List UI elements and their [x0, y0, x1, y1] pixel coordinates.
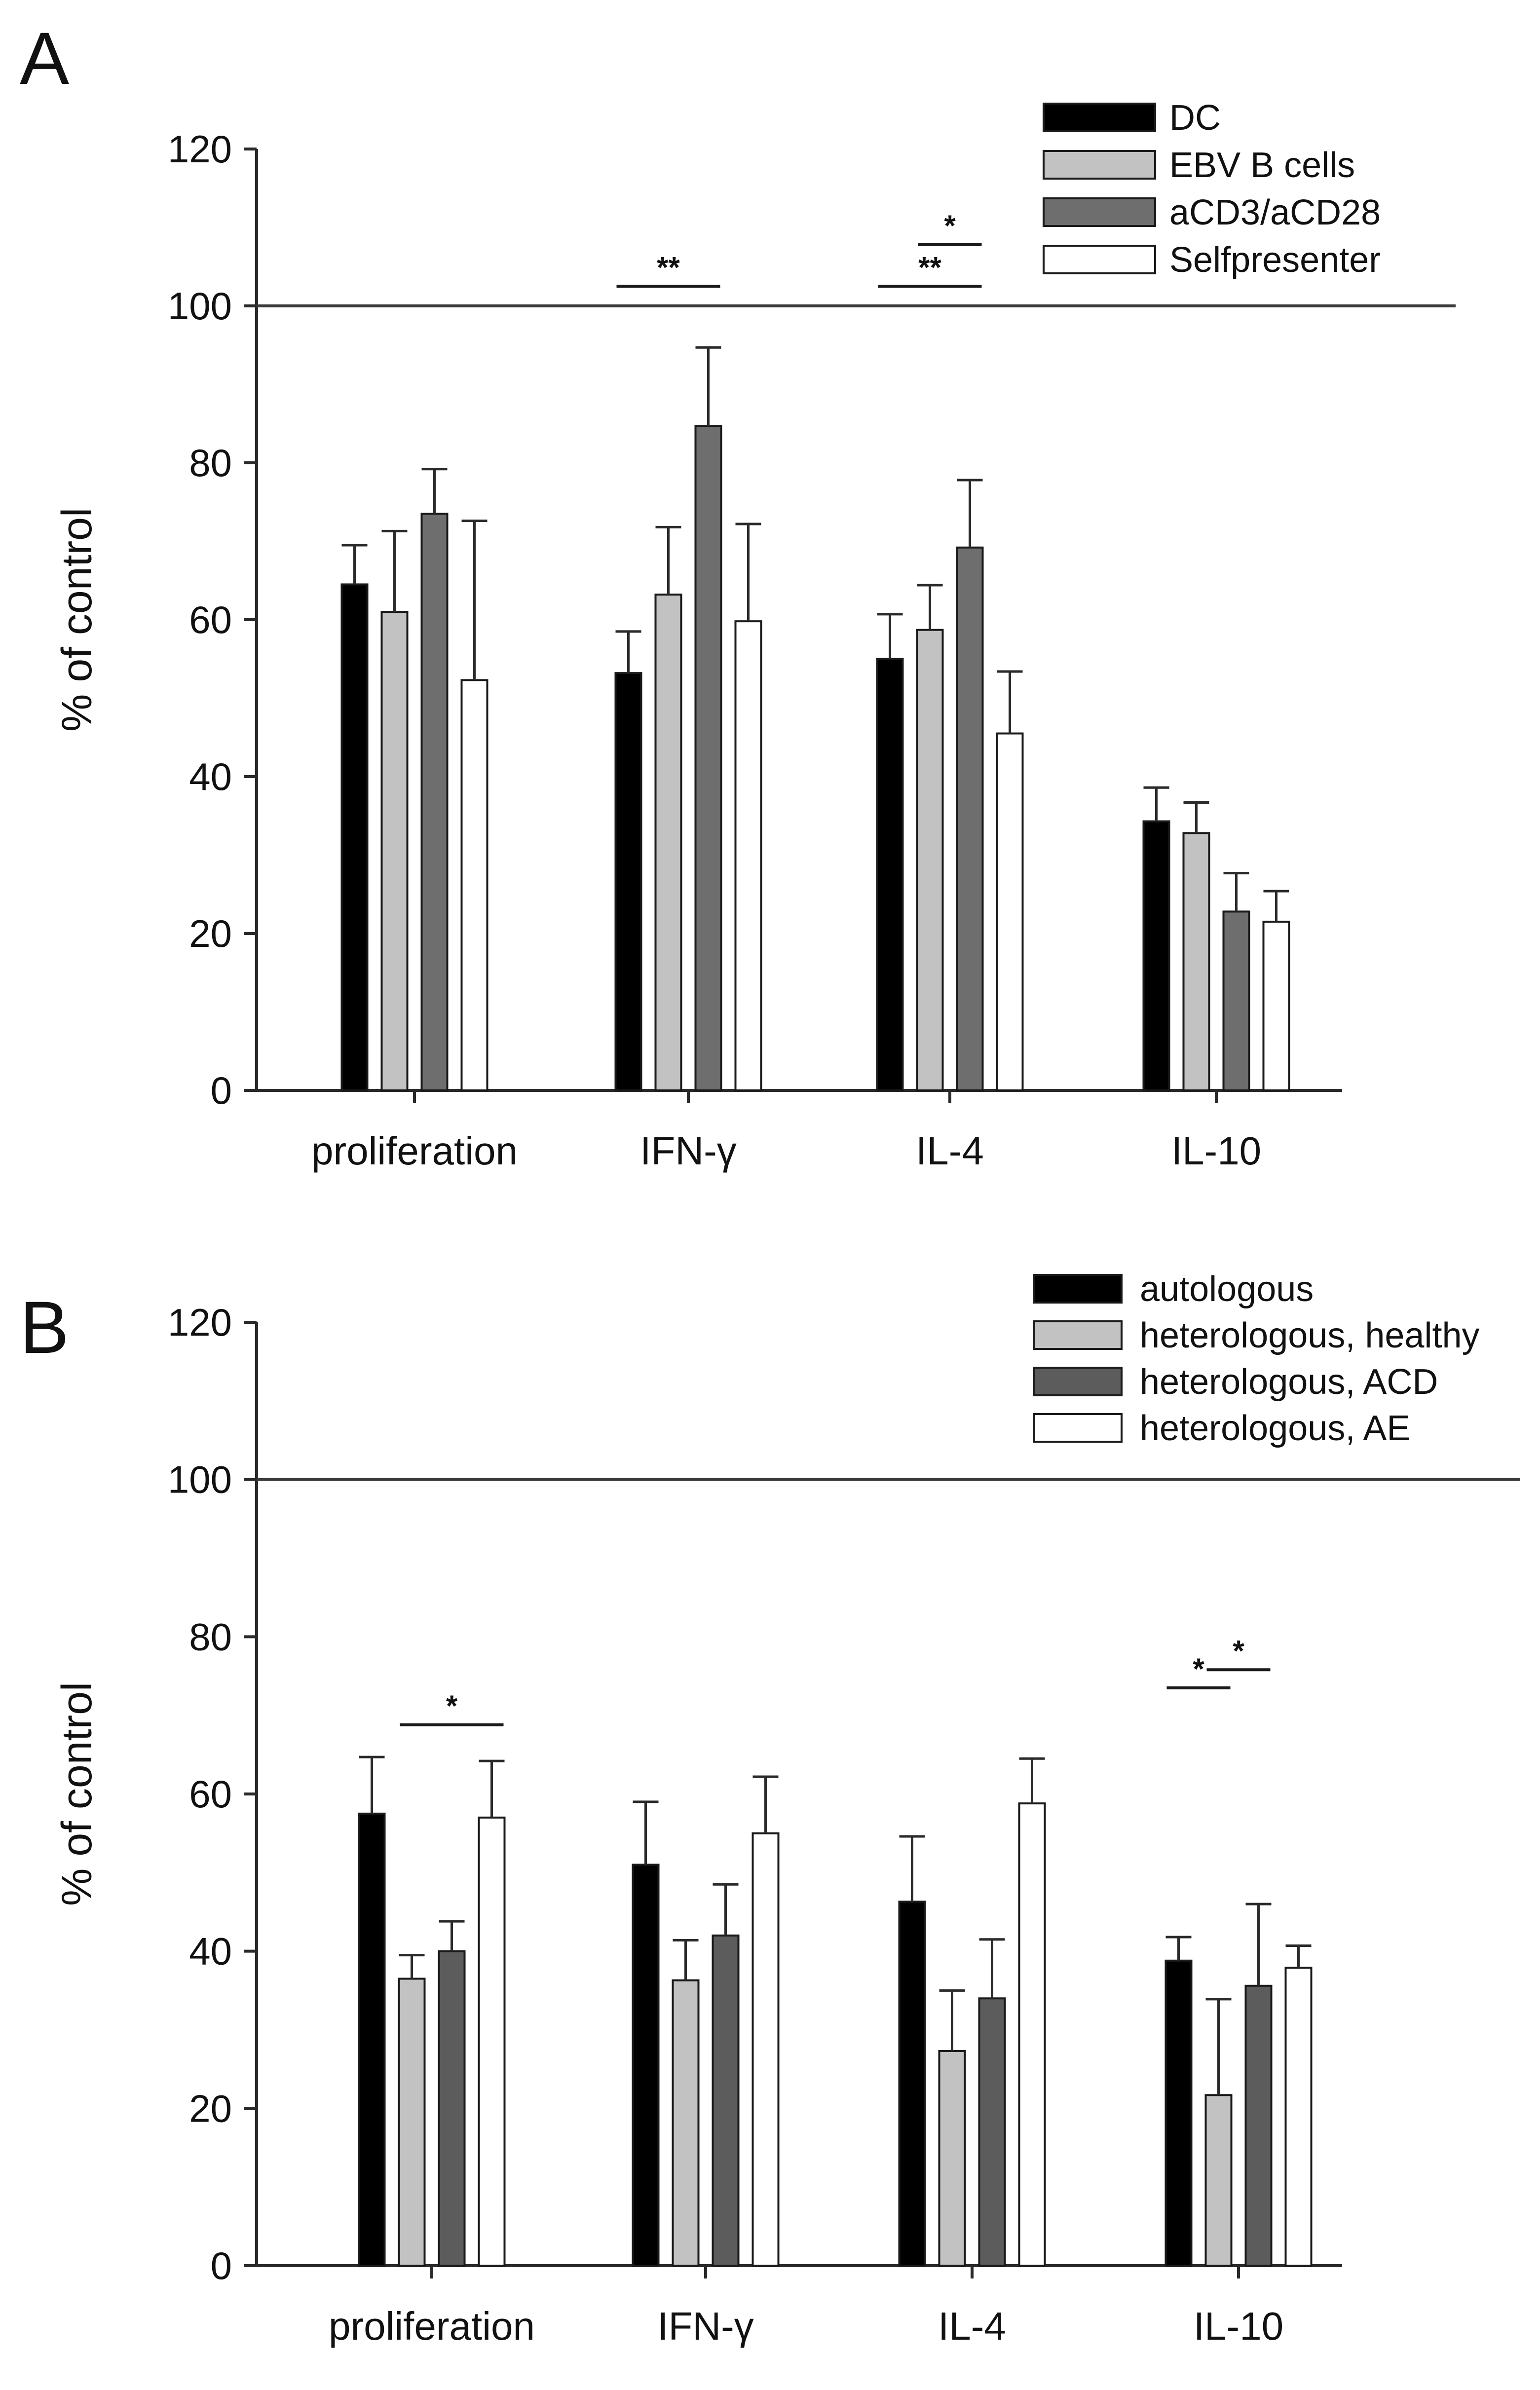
x-tick-label: IFN-γ [657, 2304, 754, 2348]
legend: DC EBV B cells aCD3/aCD28 Selfpresenter [1043, 98, 1381, 280]
legend-swatch [1043, 150, 1156, 180]
bar [614, 672, 642, 1091]
y-tick-label: 120 [168, 127, 232, 171]
significance-marker: * [1233, 1634, 1244, 1667]
y-tick-label: 0 [211, 1069, 232, 1112]
x-tick-label: proliferation [311, 1129, 518, 1173]
bar [1284, 1967, 1313, 2267]
legend-swatch [1043, 245, 1156, 274]
bar [734, 620, 762, 1092]
bar [672, 1979, 700, 2267]
legend-swatch [1043, 103, 1156, 132]
bar [694, 425, 722, 1091]
legend-label: DC [1169, 98, 1221, 138]
y-tick-label: 0 [211, 2244, 232, 2287]
legend-label: heterologous, ACD [1140, 1362, 1438, 1402]
legend-label: autologous [1140, 1270, 1314, 1309]
bar [358, 1812, 386, 2267]
y-tick-label: 100 [168, 284, 232, 328]
y-tick-label: 80 [189, 1615, 232, 1658]
significance-marker: ** [657, 251, 680, 284]
x-tick-label: IFN-γ [640, 1129, 737, 1173]
bar [876, 658, 904, 1091]
bar [938, 2050, 966, 2267]
y-tick-label: 40 [189, 1930, 232, 1973]
bar [712, 1934, 740, 2267]
bar [420, 513, 449, 1091]
bar [654, 594, 682, 1091]
legend-swatch [1033, 1367, 1123, 1396]
bar [438, 1950, 466, 2267]
legend-label: EBV B cells [1169, 146, 1355, 185]
x-tick-label: IL-4 [916, 1129, 984, 1173]
y-tick-label: 60 [189, 598, 232, 641]
bar [1222, 910, 1250, 1091]
bar [632, 1864, 660, 2267]
bar [898, 1901, 926, 2267]
panel-letter: A [20, 17, 69, 100]
y-tick-label: 120 [168, 1301, 232, 1344]
bar [751, 1832, 780, 2267]
panel-letter: B [20, 1286, 69, 1369]
bar [340, 583, 369, 1091]
legend-label: heterologous, AE [1140, 1409, 1410, 1448]
x-tick-label: proliferation [329, 2304, 535, 2348]
significance-marker: ** [918, 251, 941, 284]
legend-label: aCD3/aCD28 [1169, 193, 1381, 232]
x-tick-label: IL-10 [1171, 1129, 1261, 1173]
bar [956, 546, 984, 1091]
x-tick-label: IL-10 [1194, 2304, 1283, 2348]
significance-marker: * [944, 209, 956, 242]
y-axis-label: % of control [53, 1682, 101, 1906]
bar [978, 1997, 1006, 2267]
bar [478, 1816, 506, 2267]
y-axis-label: % of control [53, 508, 101, 732]
legend-label: heterologous, healthy [1140, 1316, 1480, 1355]
bar [1204, 2094, 1233, 2267]
bar [460, 679, 488, 1092]
legend-swatch [1043, 197, 1156, 227]
significance-marker: * [446, 1689, 458, 1722]
y-tick-label: 100 [168, 1458, 232, 1501]
legend-swatch [1033, 1274, 1123, 1304]
legend-swatch [1033, 1413, 1123, 1443]
legend-swatch [1033, 1320, 1123, 1350]
panel-a: A 0 20 40 60 80 100 120 % of control proliferatio… [20, 17, 1456, 1173]
y-tick-label: 40 [189, 755, 232, 798]
x-tick-label: IL-4 [938, 2304, 1006, 2348]
y-tick-label: 60 [189, 1772, 232, 1816]
legend: autologous heterologous, healthy heterolog… [1033, 1270, 1480, 1448]
bar [1018, 1802, 1046, 2267]
y-tick-label: 20 [189, 912, 232, 955]
bar [398, 1978, 426, 2267]
bar [996, 732, 1024, 1092]
bar [1244, 1984, 1273, 2267]
bar [380, 611, 409, 1091]
bar [1164, 1959, 1193, 2267]
y-tick-label: 80 [189, 441, 232, 485]
bar [1262, 921, 1290, 1092]
bar [1142, 820, 1170, 1091]
significance-marker: * [1193, 1652, 1204, 1685]
bar [1182, 832, 1210, 1091]
y-tick-label: 20 [189, 2087, 232, 2130]
legend-label: Selfpresenter [1169, 240, 1381, 280]
panel-b: B 0 20 40 60 80 100 120 % of control proliferatio… [20, 1270, 1520, 2348]
bar [916, 629, 944, 1092]
